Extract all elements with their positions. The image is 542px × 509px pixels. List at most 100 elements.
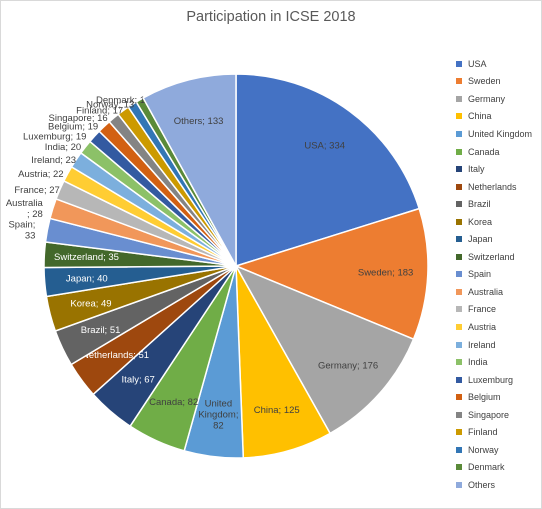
data-label-brazil: Brazil; 51 <box>81 325 121 336</box>
legend-label: Germany <box>468 93 506 104</box>
pie-slice-usa <box>235 73 421 268</box>
legend-item-japan: Japan <box>456 230 532 248</box>
data-label-united-kingdom: United Kingdom; 82 <box>198 399 238 432</box>
legend-label: Canada <box>468 146 500 157</box>
legend-label: Brazil <box>468 199 491 210</box>
data-label-austria: Austria; 22 <box>18 169 63 180</box>
legend-item-luxemburg: Luxemburg <box>456 371 532 389</box>
legend-swatch <box>456 464 462 471</box>
legend-item-korea: Korea <box>456 213 532 231</box>
legend-label: Japan <box>468 234 493 245</box>
legend-label: Spain <box>468 269 492 280</box>
legend-swatch <box>456 113 462 120</box>
legend-swatch <box>456 236 462 243</box>
legend-label: USA <box>468 58 487 69</box>
legend-label: China <box>468 111 492 122</box>
data-label-germany: Germany; 176 <box>318 360 378 371</box>
data-label-ireland: Ireland; 23 <box>31 155 76 166</box>
data-label-italy: Italy; 67 <box>122 374 155 385</box>
legend-item-sweden: Sweden <box>456 73 532 91</box>
legend-label: Norway <box>468 444 499 455</box>
legend-item-canada: Canada <box>456 143 532 161</box>
pie-slice-others <box>142 73 237 267</box>
legend-label: Australia <box>468 286 504 297</box>
data-label-sweden: Sweden; 183 <box>358 268 413 279</box>
data-label-finland: Finland; 17 <box>76 106 123 117</box>
data-label-norway: Norway; 13 <box>86 100 134 111</box>
data-label-denmark: Denmark; 11 <box>96 95 150 106</box>
legend-swatch <box>456 60 462 67</box>
chart-title: Participation in ICSE 2018 <box>186 9 356 25</box>
legend-item-australia: Australia <box>456 283 532 301</box>
legend-label: Denmark <box>468 462 505 473</box>
legend-item-others: Others <box>456 476 532 494</box>
legend-item-norway: Norway <box>456 441 532 459</box>
legend: USA Sweden Germany China United Kingdom Canad… <box>456 55 532 494</box>
legend-item-netherlands: Netherlands <box>456 178 532 196</box>
legend-item-belgium: Belgium <box>456 388 532 406</box>
data-label-canada: Canada; 82 <box>149 397 198 408</box>
legend-label: Ireland <box>468 339 496 350</box>
legend-item-usa: USA <box>456 55 532 73</box>
legend-swatch <box>456 341 462 348</box>
legend-label: Italy <box>468 164 485 175</box>
data-label-japan: Japan; 40 <box>66 274 108 285</box>
legend-item-united-kingdom: United Kingdom <box>456 125 532 143</box>
legend-item-spain: Spain <box>456 266 532 284</box>
legend-label: Switzerland <box>468 251 515 262</box>
data-label-usa: USA; 334 <box>304 140 345 151</box>
legend-label: Austria <box>468 321 497 332</box>
data-label-switzerland: Switzerland; 35 <box>54 252 119 263</box>
legend-label: Belgium <box>468 392 501 403</box>
data-label-netherlands: Netherlands; 51 <box>82 350 149 361</box>
data-label-china: China; 125 <box>254 405 300 416</box>
legend-swatch <box>456 78 462 85</box>
data-label-india: India; 20 <box>45 142 81 153</box>
legend-item-china: China <box>456 108 532 126</box>
legend-swatch <box>456 130 462 137</box>
legend-swatch <box>456 95 462 102</box>
legend-swatch <box>456 394 462 401</box>
data-label-belgium: Belgium; 19 <box>48 121 98 132</box>
pie-slice-sweden <box>233 207 429 341</box>
legend-swatch <box>456 166 462 173</box>
legend-swatch <box>456 148 462 155</box>
legend-label: Singapore <box>468 409 510 420</box>
legend-swatch <box>456 288 462 295</box>
legend-swatch <box>456 218 462 225</box>
data-label-australia: Australia; 28 <box>6 198 44 220</box>
legend-swatch <box>456 323 462 330</box>
legend-swatch <box>456 411 462 418</box>
data-label-others: Others; 133 <box>174 116 224 127</box>
data-label-france: France; 27 <box>14 185 59 196</box>
legend-label: Netherlands <box>468 181 517 192</box>
legend-item-india: India <box>456 353 532 371</box>
legend-item-switzerland: Switzerland <box>456 248 532 266</box>
legend-swatch <box>456 306 462 313</box>
legend-label: France <box>468 304 497 315</box>
legend-item-brazil: Brazil <box>456 195 532 213</box>
data-label-spain: Spain; 33 <box>8 220 35 242</box>
legend-item-singapore: Singapore <box>456 406 532 424</box>
data-label-luxemburg: Luxemburg; 19 <box>23 131 86 142</box>
legend-label: United Kingdom <box>468 128 533 139</box>
legend-swatch <box>456 271 462 278</box>
legend-item-germany: Germany <box>456 90 532 108</box>
legend-item-france: France <box>456 301 532 319</box>
legend-label: Sweden <box>468 76 501 87</box>
data-label-korea: Korea; 49 <box>70 298 111 309</box>
legend-label: Finland <box>468 427 498 438</box>
legend-swatch <box>456 446 462 453</box>
legend-swatch <box>456 376 462 383</box>
legend-swatch <box>456 183 462 190</box>
legend-label: India <box>468 357 488 368</box>
legend-label: Others <box>468 479 496 490</box>
legend-swatch <box>456 481 462 488</box>
pie-slice-germany <box>234 264 415 435</box>
legend-swatch <box>456 253 462 260</box>
legend-item-finland: Finland <box>456 423 532 441</box>
legend-swatch <box>456 201 462 208</box>
legend-item-italy: Italy <box>456 160 532 178</box>
legend-swatch <box>456 429 462 436</box>
legend-item-denmark: Denmark <box>456 459 532 477</box>
